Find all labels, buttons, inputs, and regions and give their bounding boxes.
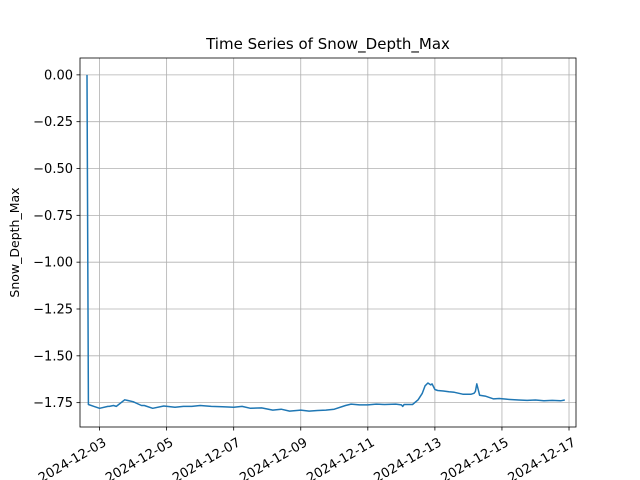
x-tick-label: 2024-12-11 — [304, 435, 377, 480]
y-tick-label: 0.00 — [44, 68, 73, 83]
x-axis: 2024-12-032024-12-052024-12-072024-12-09… — [36, 427, 579, 480]
plot-frame — [79, 57, 577, 428]
chart-title: Time Series of Snow_Depth_Max — [205, 35, 450, 54]
x-tick-label: 2024-12-09 — [237, 435, 310, 480]
series-layer — [86, 74, 565, 412]
x-tick-label: 2024-12-13 — [371, 435, 444, 480]
y-axis: 0.00 −0.25 −0.50 −0.75 −1.00 −1.25 −1.50 −1.75 — [33, 68, 80, 411]
series-line — [86, 74, 565, 412]
x-tick-label: 2024-12-05 — [103, 435, 176, 480]
y-axis-label: Snow_Depth_Max — [7, 187, 22, 297]
y-tick-label: −1.00 — [33, 256, 73, 271]
grid — [80, 58, 576, 427]
y-tick-label: −1.50 — [33, 349, 73, 364]
x-tick-label: 2024-12-17 — [506, 435, 579, 480]
y-tick-label: −1.25 — [33, 302, 73, 317]
y-tick-label: −1.75 — [33, 396, 73, 411]
y-tick-label: −0.75 — [33, 209, 73, 224]
x-tick-label: 2024-12-07 — [170, 435, 243, 480]
x-tick-label: 2024-12-15 — [439, 435, 512, 480]
x-tick-label: 2024-12-03 — [36, 435, 109, 480]
y-tick-label: −0.50 — [33, 162, 73, 177]
y-tick-label: −0.25 — [33, 115, 73, 130]
